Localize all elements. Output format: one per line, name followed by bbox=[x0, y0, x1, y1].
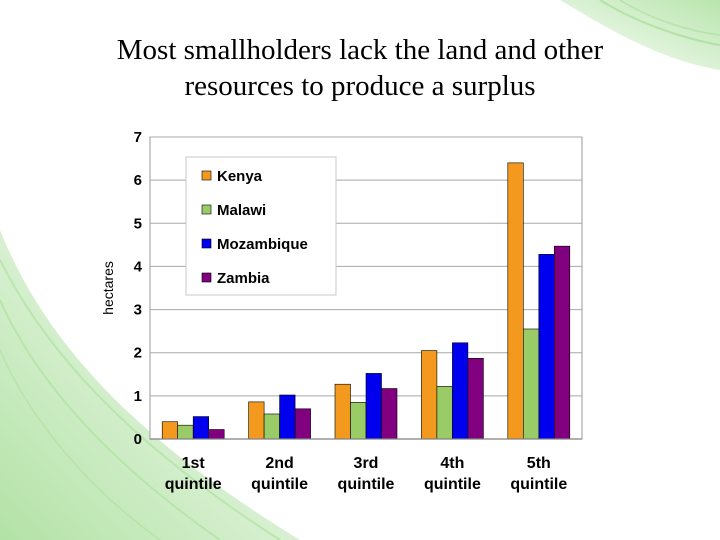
y-tick-label: 0 bbox=[134, 431, 142, 448]
bar-malawi-2 bbox=[263, 413, 280, 440]
y-axis-ticks: 0 1 2 3 4 5 6 7 bbox=[134, 129, 143, 448]
bar-zambia-4 bbox=[467, 358, 484, 440]
legend-label-mozambique: Mozambique bbox=[217, 236, 308, 253]
slide-title: Most smallholders lack the land and othe… bbox=[60, 32, 660, 104]
x-category-label: 5th bbox=[527, 455, 551, 472]
bar-zambia-1 bbox=[208, 429, 225, 440]
decorative-swoosh-top-right bbox=[560, 0, 720, 70]
decorative-swoosh-bottom-left bbox=[0, 230, 300, 540]
bars bbox=[150, 162, 582, 440]
y-tick-label: 7 bbox=[134, 129, 142, 146]
bar-mozambique-5 bbox=[538, 254, 555, 440]
x-category-label: quintile bbox=[338, 476, 395, 493]
slide-title-line-1: Most smallholders lack the land and othe… bbox=[116, 34, 604, 66]
bar-kenya-5 bbox=[507, 162, 524, 440]
legend-swatch-malawi bbox=[201, 204, 212, 215]
y-tick-label: 2 bbox=[134, 345, 142, 362]
legend-swatch-zambia bbox=[201, 272, 212, 283]
legend-label-malawi: Malawi bbox=[217, 202, 266, 219]
x-category-label: 1st bbox=[182, 455, 206, 472]
legend-label-kenya: Kenya bbox=[217, 168, 263, 185]
y-axis-title: hectares bbox=[100, 261, 116, 315]
y-tick-label: 6 bbox=[134, 172, 142, 189]
x-category-label: quintile bbox=[510, 476, 567, 493]
legend-swatch-mozambique bbox=[201, 238, 212, 249]
bar-zambia-2 bbox=[294, 408, 311, 440]
y-tick-label: 1 bbox=[134, 388, 142, 405]
x-axis-categories: 1st quintile 2nd quintile 3rd quintile 4th quin… bbox=[165, 455, 568, 493]
bar-mozambique-4 bbox=[452, 342, 469, 440]
legend-swatch-kenya bbox=[201, 170, 212, 181]
bar-mozambique-2 bbox=[279, 394, 296, 440]
bar-zambia-3 bbox=[381, 388, 398, 440]
y-tick-label: 3 bbox=[134, 302, 142, 319]
y-tick-label: 4 bbox=[134, 258, 143, 275]
bar-malawi-4 bbox=[436, 386, 453, 440]
slide-title-line-2: resources to produce a surplus bbox=[184, 70, 536, 102]
x-category-label: quintile bbox=[165, 476, 222, 493]
legend-label-zambia: Zambia bbox=[217, 270, 270, 287]
bar-mozambique-3 bbox=[365, 373, 382, 440]
y-tick-label: 5 bbox=[134, 215, 142, 232]
bar-zambia-5 bbox=[553, 245, 571, 440]
bar-mozambique-1 bbox=[192, 416, 209, 440]
bar-malawi-5 bbox=[522, 328, 540, 440]
bar-kenya-4 bbox=[421, 350, 438, 440]
legend: Kenya Malawi Mozambique Zambia bbox=[185, 156, 337, 296]
bar-kenya-1 bbox=[161, 421, 178, 440]
x-category-label: 4th bbox=[440, 455, 464, 472]
bar-malawi-3 bbox=[350, 402, 367, 440]
x-category-label: quintile bbox=[251, 476, 308, 493]
bar-malawi-1 bbox=[177, 424, 194, 440]
x-category-label: 2nd bbox=[265, 455, 293, 472]
bar-kenya-3 bbox=[334, 383, 351, 440]
bar-kenya-2 bbox=[248, 401, 265, 440]
x-category-label: 3rd bbox=[354, 455, 379, 472]
x-category-label: quintile bbox=[424, 476, 481, 493]
